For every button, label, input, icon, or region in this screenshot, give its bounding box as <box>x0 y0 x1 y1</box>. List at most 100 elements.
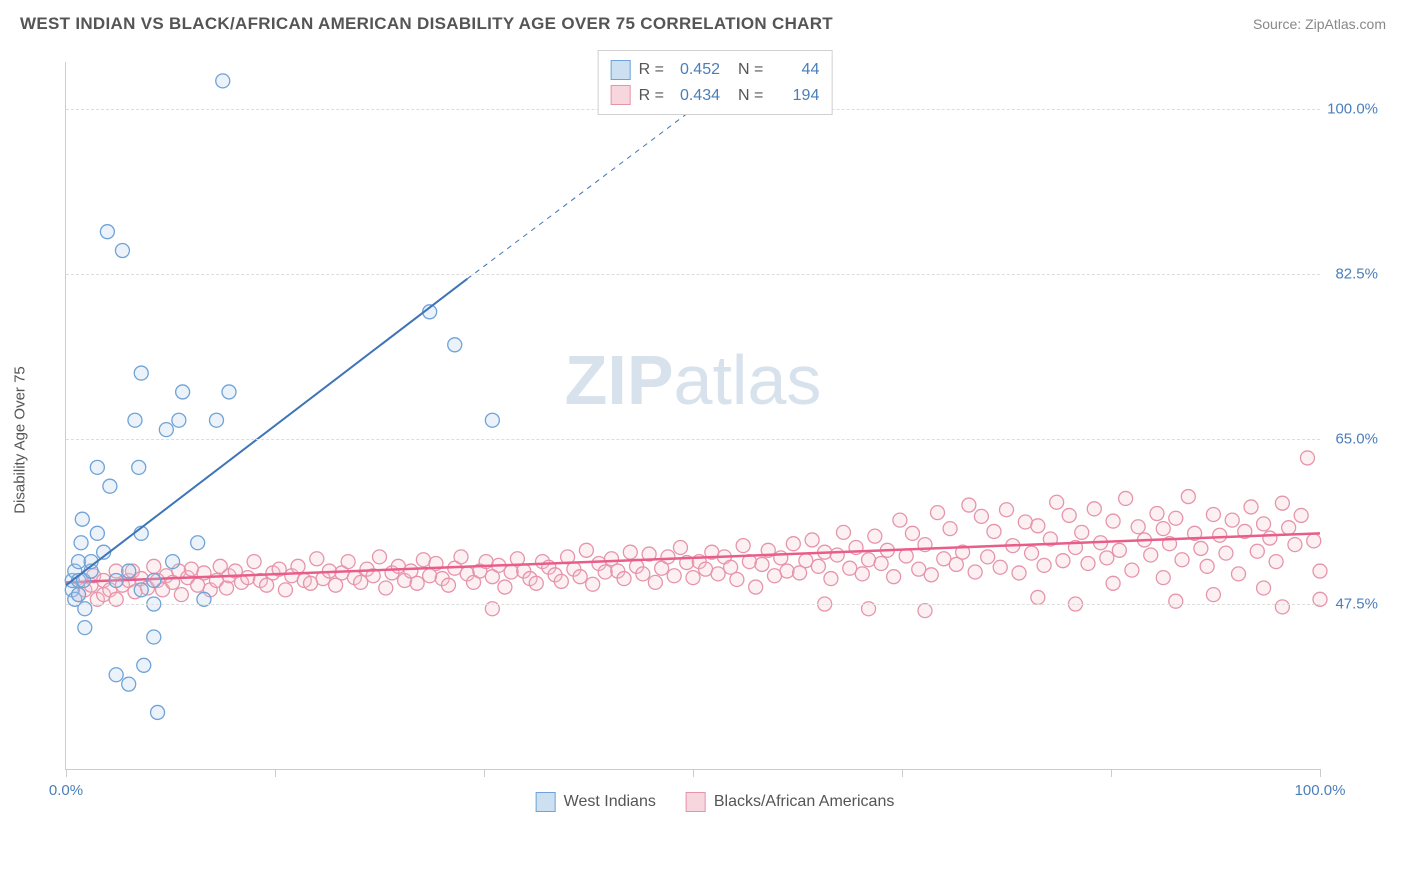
gridline <box>66 439 1320 440</box>
data-point <box>1294 508 1308 522</box>
data-point <box>780 564 794 578</box>
n-value: 44 <box>771 57 819 83</box>
y-tick-label: 100.0% <box>1323 101 1378 118</box>
data-point <box>974 509 988 523</box>
data-point <box>416 553 430 567</box>
r-label: R = <box>639 57 664 83</box>
data-point <box>1288 538 1302 552</box>
data-point <box>598 565 612 579</box>
data-point <box>454 550 468 564</box>
r-label: R = <box>639 83 664 109</box>
n-label: N = <box>738 83 763 109</box>
data-point <box>1269 555 1283 569</box>
data-point <box>1181 490 1195 504</box>
data-point <box>1131 520 1145 534</box>
data-point <box>968 565 982 579</box>
data-point <box>184 562 198 576</box>
data-point <box>874 556 888 570</box>
data-point <box>1175 553 1189 567</box>
data-point <box>1031 519 1045 533</box>
legend-stat-row: R = 0.434 N = 194 <box>611 83 820 109</box>
data-point <box>931 506 945 520</box>
data-point <box>1231 567 1245 581</box>
x-tick <box>484 769 485 777</box>
data-point <box>1169 511 1183 525</box>
legend-swatch <box>611 85 631 105</box>
legend-item: West Indians <box>536 792 656 812</box>
x-tick-label: 0.0% <box>49 782 83 799</box>
data-point <box>1075 525 1089 539</box>
x-tick <box>1320 769 1321 777</box>
data-point <box>109 573 123 587</box>
data-point <box>749 580 763 594</box>
data-point <box>924 568 938 582</box>
x-tick <box>275 769 276 777</box>
data-point <box>962 498 976 512</box>
x-tick-label: 100.0% <box>1295 782 1346 799</box>
data-point <box>151 705 165 719</box>
legend-label: West Indians <box>564 793 656 811</box>
data-point <box>191 536 205 550</box>
data-point <box>485 413 499 427</box>
data-point <box>448 338 462 352</box>
data-point <box>811 559 825 573</box>
data-point <box>176 385 190 399</box>
data-point <box>661 550 675 564</box>
data-point <box>441 578 455 592</box>
n-label: N = <box>738 57 763 83</box>
data-point <box>1081 556 1095 570</box>
data-point <box>147 573 161 587</box>
gridline <box>66 274 1320 275</box>
data-point <box>1194 541 1208 555</box>
data-point <box>893 513 907 527</box>
data-point <box>987 524 1001 538</box>
data-point <box>918 604 932 618</box>
data-point <box>1307 534 1321 548</box>
data-point <box>573 570 587 584</box>
data-point <box>617 572 631 586</box>
data-point <box>1257 581 1271 595</box>
data-point <box>209 413 223 427</box>
data-point <box>1257 517 1271 531</box>
data-point <box>1206 507 1220 521</box>
data-point <box>1156 522 1170 536</box>
y-tick-label: 47.5% <box>1323 596 1378 613</box>
data-point <box>137 658 151 672</box>
data-point <box>1062 508 1076 522</box>
legend-bottom: West Indians Blacks/African Americans <box>536 792 895 812</box>
legend-item: Blacks/African Americans <box>686 792 895 812</box>
data-point <box>216 74 230 88</box>
data-point <box>134 366 148 380</box>
data-point <box>836 525 850 539</box>
data-point <box>843 561 857 575</box>
data-point <box>686 571 700 585</box>
data-point <box>278 583 292 597</box>
data-point <box>1156 571 1170 585</box>
x-tick <box>66 769 67 777</box>
n-value: 194 <box>771 83 819 109</box>
legend-swatch <box>686 792 706 812</box>
data-point <box>75 512 89 526</box>
data-point <box>755 557 769 571</box>
data-point <box>1225 513 1239 527</box>
data-point <box>993 560 1007 574</box>
trend-line-dashed <box>467 109 693 279</box>
data-point <box>862 553 876 567</box>
chart-area: Disability Age Over 75 ZIPatlas 47.5%65.… <box>50 50 1380 830</box>
data-point <box>1300 451 1314 465</box>
data-point <box>103 479 117 493</box>
data-point <box>586 577 600 591</box>
r-value: 0.434 <box>672 83 720 109</box>
data-point <box>220 581 234 595</box>
data-point <box>115 244 129 258</box>
data-point <box>1056 554 1070 568</box>
data-point <box>1000 503 1014 517</box>
data-point <box>899 549 913 563</box>
data-point <box>912 562 926 576</box>
data-point <box>1087 502 1101 516</box>
data-point <box>1106 514 1120 528</box>
data-point <box>1050 495 1064 509</box>
legend-stat-row: R = 0.452 N = 44 <box>611 57 820 83</box>
data-point <box>579 543 593 557</box>
x-tick <box>902 769 903 777</box>
